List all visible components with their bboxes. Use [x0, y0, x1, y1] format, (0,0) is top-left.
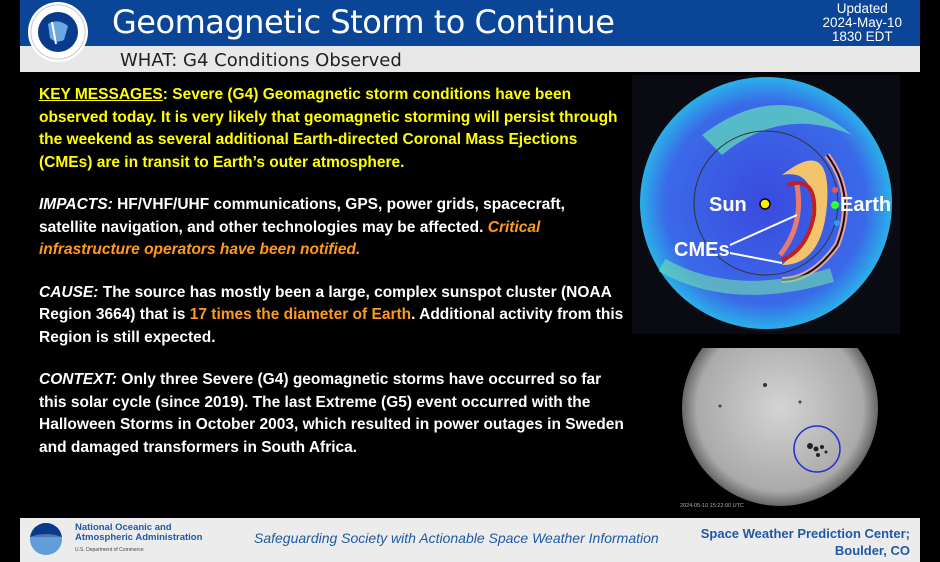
impacts-highlight: Critical infrastructure operators have b… — [39, 218, 541, 259]
arrow-icon — [729, 214, 798, 246]
key-messages-label: KEY MESSAGES — [39, 86, 163, 103]
sun-label: Sun — [709, 194, 747, 216]
what-text: WHAT: G4 Conditions Observed — [120, 50, 402, 71]
region-3664-circle — [793, 425, 841, 473]
cause: CAUSE: The source has mostly been a larg… — [39, 282, 624, 350]
what-bar: WHAT: G4 Conditions Observed — [20, 46, 920, 72]
cme-label: CMEs — [674, 239, 730, 261]
footer: National Oceanic and Atmospheric Adminis… — [20, 518, 920, 562]
impacts: IMPACTS: HF/VHF/UHF communications, GPS,… — [39, 194, 624, 262]
sunspot-image: 2024-05-10 15:22:00 UTC — [660, 348, 900, 513]
swpc-city: Boulder, CO — [834, 543, 910, 558]
updated-label: Updated — [836, 1, 888, 16]
impacts-text: HF/VHF/UHF communications, GPS, power gr… — [39, 196, 565, 236]
message-body: KEY MESSAGES: Severe (G4) Geomagnetic st… — [39, 84, 624, 479]
noaa-name: National Oceanic and Atmospheric Adminis… — [75, 523, 202, 555]
context-label: CONTEXT: — [39, 371, 118, 388]
arrow-icon — [729, 252, 783, 264]
impacts-label: IMPACTS: — [39, 196, 113, 213]
tagline: Safeguarding Society with Actionable Spa… — [254, 530, 659, 546]
noaa-name-line1: National Oceanic and — [75, 522, 172, 533]
page-title: Geomagnetic Storm to Continue — [112, 3, 615, 41]
cause-label: CAUSE: — [39, 283, 99, 301]
updated-timestamp: Updated 2024-May-10 1830 EDT — [822, 2, 902, 44]
context: CONTEXT: Only three Severe (G4) geomagne… — [39, 369, 624, 459]
header-bar: Geomagnetic Storm to Continue Updated 20… — [20, 0, 920, 46]
nws-logo — [28, 2, 88, 62]
image-timestamp: 2024-05-10 15:22:00 UTC — [680, 503, 744, 509]
cause-text-2: . Additional activity from this Region i… — [39, 306, 624, 346]
swpc-location: Space Weather Prediction Center; Boulder… — [701, 525, 910, 559]
updated-time: 1830 EDT — [831, 29, 893, 44]
earth-label: Earth — [840, 194, 891, 216]
cause-highlight: 17 times the diameter of Earth — [189, 306, 412, 323]
key-messages: KEY MESSAGES: Severe (G4) Geomagnetic st… — [39, 84, 624, 174]
sun-marker — [759, 198, 771, 210]
noaa-name-line2: Atmospheric Administration — [75, 532, 203, 543]
noaa-logo — [30, 523, 62, 555]
cme-model-image: Sun Earth CMEs — [632, 75, 900, 334]
earth-marker — [831, 201, 839, 209]
swpc-name: Space Weather Prediction Center; — [700, 526, 910, 541]
noaa-dept: U.S. Department of Commerce — [75, 547, 144, 553]
cause-text: The source has mostly been a large, comp… — [39, 283, 612, 324]
context-text: Only three Severe (G4) geomagnetic storm… — [39, 371, 624, 456]
updated-date: 2024-May-10 — [822, 15, 902, 30]
key-messages-text: : Severe (G4) Geomagnetic storm conditio… — [39, 86, 618, 171]
